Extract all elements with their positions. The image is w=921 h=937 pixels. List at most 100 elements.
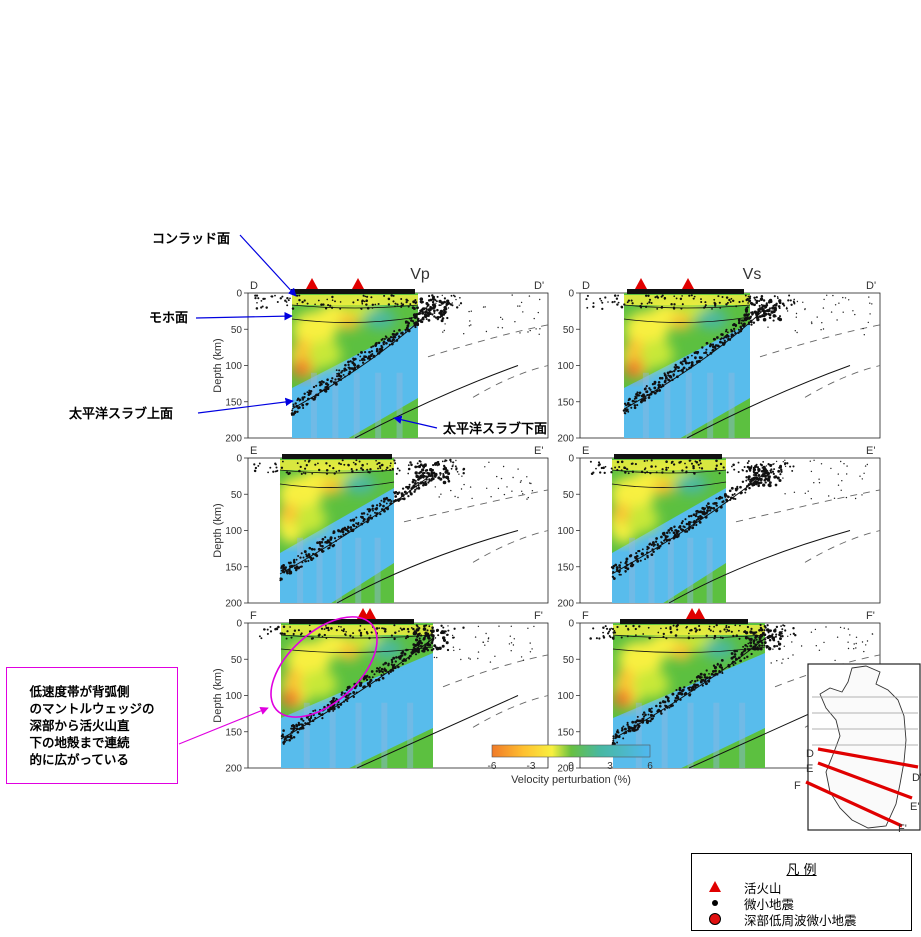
depth-tick-label: 200 [225,599,242,610]
section-start-label: D [250,280,258,292]
micro-earthquakes [254,294,541,416]
volcano-icon [682,278,694,289]
legend-item-label: 活火山 [744,880,782,896]
micro-earthquakes [589,623,874,746]
slab-bottom-dashed [804,530,881,563]
slab-bottom-dashed [472,695,549,728]
depth-tick-label: 150 [557,397,574,408]
slab-top-label: 太平洋スラブ上面 [68,406,173,422]
slab-top-dashed [403,489,549,523]
colorbar-tick: 0 [568,761,574,772]
land-bar [614,454,722,459]
slab-top-line [612,637,767,740]
land-bar [291,289,415,294]
legend-item-active-volcano: 活火山 [706,879,782,896]
conrad-arrow [239,234,297,297]
colorbar-tick: 6 [647,761,653,772]
depth-tick-label: 0 [236,619,242,630]
depth-tick-label: 0 [236,454,242,465]
slab-bottom-dashed [472,365,549,398]
slab-top-dashed [774,654,881,688]
volcano-icon [352,278,364,289]
column-title-vs: Vs [743,266,762,283]
depth-tick-label: 200 [557,599,574,610]
micro-earthquakes [585,294,873,415]
cross-section-panel: D D' 0 50 100 150 200 Depth (km) [212,278,549,445]
profile-line-e [817,761,913,800]
section-start-label: E [582,445,589,457]
velocity-image [281,623,433,768]
depth-tick-label: 50 [231,655,243,666]
depth-tick-label: 150 [557,727,574,738]
cross-section-panel: F F' 0 50 100 150 200 Depth (km) [212,608,549,775]
slab-top-line [279,472,435,575]
cross-section-panel: D D' 0 50 100 150 200 [557,278,881,445]
slab-top-dashed [735,489,881,523]
moho-label: モホ面 [149,311,188,326]
slab-bottom-line [354,365,519,439]
depth-tick-label: 50 [231,325,243,336]
land-bar [282,454,392,459]
legend-item-label: 深部低周波微小地震 [744,912,857,928]
low-velocity-arrow [178,706,269,745]
depth-tick-label: 200 [557,434,574,445]
depth-tick-label: 150 [225,397,242,408]
section-end-label: F' [534,610,543,622]
depth-tick-label: 100 [225,526,242,537]
depth-tick-label: 100 [225,361,242,372]
colorbar-tick: -3 [527,761,536,772]
micro-earthquakes [589,459,868,580]
depth-tick-label: 100 [225,691,242,702]
volcano-icon [364,608,376,619]
depth-axis-label: Depth (km) [212,338,224,392]
conrad-line [280,634,434,639]
depth-tick-label: 100 [557,361,574,372]
depth-axis-label: Depth (km) [212,668,224,722]
cross-section-panel: E E' 0 50 100 150 200 [557,445,881,610]
depth-tick-label: 200 [557,764,574,775]
velocity-image [292,293,418,438]
land-bar [627,289,744,294]
map-label-f: F [794,780,801,792]
legend-item-label: 微小地震 [744,896,795,912]
depth-tick-label: 200 [225,764,242,775]
moho-arrow [195,311,293,321]
velocity-image [612,458,726,603]
depth-tick-label: 100 [557,691,574,702]
depth-tick-label: 0 [236,289,242,300]
land-bar [289,619,414,624]
section-start-label: D [582,280,590,292]
map-label-f-prime: F' [898,823,907,835]
conrad-label: コンラッド面 [152,232,230,247]
land-bar [620,619,748,624]
slab-top-dashed [442,654,549,688]
moho-line [291,316,419,323]
conrad-line [611,469,727,474]
depth-tick-label: 50 [231,490,243,501]
tomography-panels: D D' 0 50 100 150 200 Depth (km) D D' 0 50 100 150 200… [212,278,881,775]
depth-tick-label: 0 [568,289,574,300]
cross-section-panel: F F' 0 50 100 150 200 [557,608,881,775]
depth-tick-label: 0 [568,454,574,465]
map-label-d: D [806,748,814,760]
legend-title: 凡 例 [786,863,817,878]
slab-bottom-dashed [804,365,881,398]
volcano-icon [306,278,318,289]
legend-item-micro-earthquake: 微小地震 [706,895,795,912]
red-circle-icon [706,912,726,926]
section-end-label: E' [534,445,543,457]
section-start-label: F [250,610,257,622]
low-velocity-note: 低速度帯が背弧側 のマントルウェッジの 深部から活火山直 下の地殻まで連続 的に… [6,667,178,784]
cross-section-panel: E E' 0 50 100 150 200 Depth (km) [212,445,549,610]
black-dot-icon [706,896,726,910]
slab-top-dashed [427,324,549,358]
map-label-e-prime: E' [910,801,919,813]
depth-tick-label: 50 [563,325,575,336]
colorbar: -6 -3 0 3 6 Velocity perturbation (%) [488,744,653,786]
depth-tick-label: 50 [563,490,575,501]
slab-bottom-dashed [472,530,549,563]
column-title-vp: Vp [410,266,430,283]
red-triangle-icon [706,880,726,894]
conrad-line [291,304,419,309]
